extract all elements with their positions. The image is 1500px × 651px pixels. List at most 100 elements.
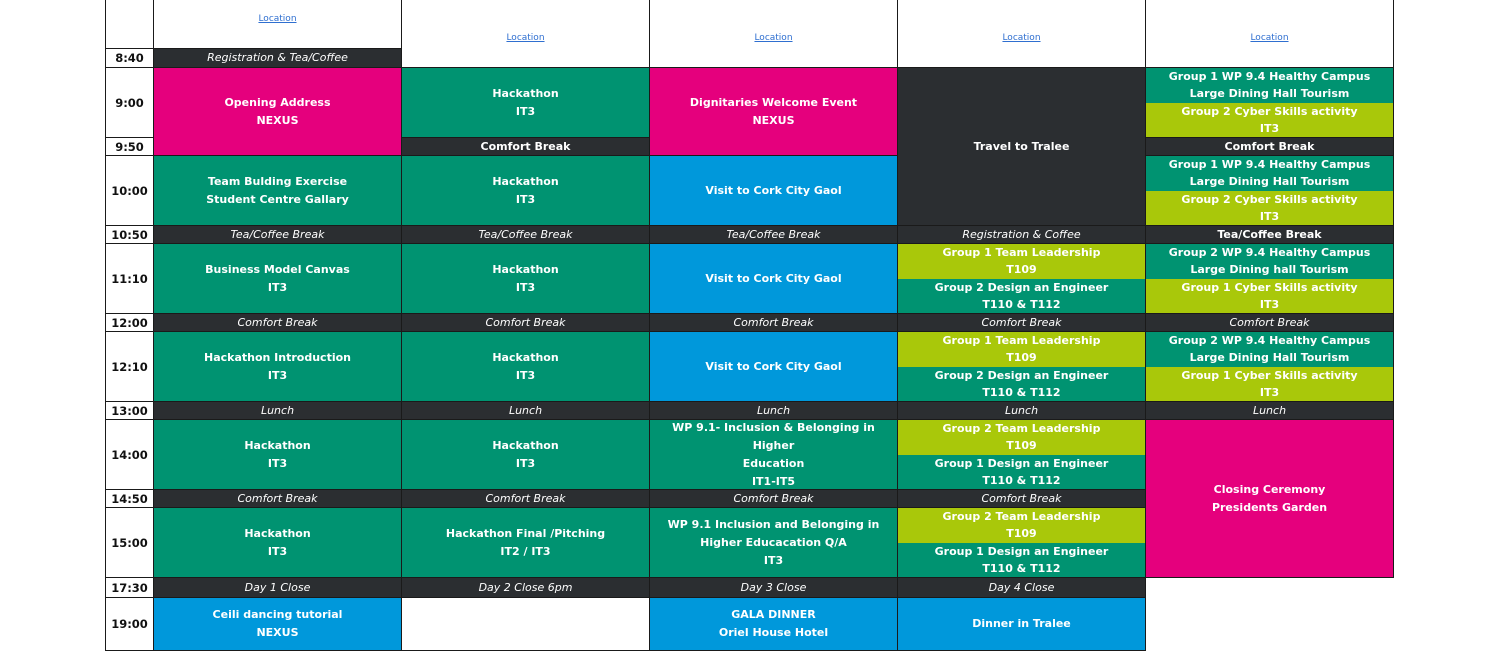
- d5-g2-cyber-line: IT3: [1259, 121, 1280, 135]
- time-slot-1110: 11:10: [105, 243, 154, 314]
- d3-gaol-3-text: Visit to Cork City Gaol: [705, 359, 842, 373]
- d5-closing-text: Closing Ceremony Presidents Garden: [1208, 481, 1331, 517]
- d1-close-session: Day 1 Close: [153, 577, 402, 598]
- d3-wp91-line: Education: [742, 456, 805, 470]
- d5-g2-wp94-b-session: Group 2 WP 9.4 Healthy Campus Large Dinin…: [1146, 332, 1393, 367]
- d3-lunch-session: Lunch: [649, 401, 898, 420]
- d3-dignitaries-line: Dignitaries Welcome Event: [689, 95, 858, 109]
- d5-g2-cyber-b-session: Group 2 Cyber Skills activity IT3: [1146, 190, 1393, 225]
- d4-g2-leadership-split-session: Group 2 Team Leadership T109 Group 1 Desig…: [897, 419, 1146, 490]
- d1-comfort-2-text: Comfort Break: [237, 491, 318, 505]
- d5-tea-break-session: Tea/Coffee Break: [1145, 225, 1394, 244]
- d2-evening-empty: [401, 597, 650, 651]
- d5-comfort-bold-session: Comfort Break: [1145, 137, 1394, 156]
- d5-g2-wp94-b-text: Group 2 WP 9.4 Healthy Campus Large Dinin…: [1165, 332, 1375, 366]
- time-label: 13:00: [111, 403, 148, 418]
- d3-gala-text: GALA DINNER Oriel House Hotel: [715, 606, 832, 642]
- d5-closing-line: Presidents Garden: [1211, 500, 1328, 514]
- d4-lunch-session: Lunch: [897, 401, 1146, 420]
- time-label: 10:00: [111, 183, 148, 198]
- d5-closing-line: Closing Ceremony: [1213, 482, 1326, 496]
- d1-hackathon-2-session: Hackathon IT3: [153, 507, 402, 578]
- time-label: 15:00: [111, 535, 148, 550]
- time-header-cell: [105, 0, 154, 49]
- d2-close-session: Day 2 Close 6pm: [401, 577, 650, 598]
- time-slot-1050: 10:50: [105, 225, 154, 244]
- d2-hackathon-1-text: Hackathon IT3: [488, 85, 562, 121]
- d4-g1-engineer-text: Group 1 Design an Engineer T110 & T112: [931, 455, 1113, 489]
- d4-close-text: Day 4 Close: [988, 580, 1055, 594]
- d1-team-building-text: Team Bulding Exercise Student Centre Gall…: [202, 173, 353, 209]
- d1-comfort-1-session: Comfort Break: [153, 313, 402, 332]
- location-link[interactable]: Location: [1250, 33, 1289, 43]
- d2-comfort-2-session: Comfort Break: [401, 489, 650, 508]
- time-slot-1000: 10:00: [105, 155, 154, 226]
- d3-wp91-line: IT1-IT5: [751, 474, 796, 488]
- d1-hackathon-1-session: Hackathon IT3: [153, 419, 402, 490]
- d1-hackathon-intro-text: Hackathon Introduction IT3: [200, 349, 355, 385]
- d4-comfort-1-text: Comfort Break: [981, 315, 1062, 329]
- d5-g1-wp94-line: Large Dining Hall Tourism: [1189, 87, 1350, 101]
- time-slot-1500: 15:00: [105, 507, 154, 578]
- d5-g1-wp94-session: Group 1 WP 9.4 Healthy Campus Large Dinin…: [1146, 68, 1393, 103]
- d4-g1-engineer-session: Group 1 Design an Engineer T110 & T112: [898, 454, 1145, 489]
- d1-lunch-text: Lunch: [260, 403, 295, 417]
- d2-hackathon-2-line: Hackathon: [492, 174, 559, 188]
- d3-wp91-text: WP 9.1- Inclusion & Belonging in Higher E…: [650, 420, 897, 489]
- location-link[interactable]: Location: [1002, 33, 1041, 43]
- d1-close-text: Day 1 Close: [244, 580, 311, 594]
- d1-ceili-line: NEXUS: [256, 626, 299, 639]
- d5-g1-cyber-session: Group 1 Cyber Skills activity IT3: [1146, 278, 1393, 313]
- d3-dignitaries-line: NEXUS: [752, 113, 795, 127]
- d1-hackathon-intro-session: Hackathon Introduction IT3: [153, 331, 402, 402]
- d1-ceili-session: Ceili dancing tutorial NEXUS: [153, 597, 402, 651]
- d4-g2-leadership-text: Group 2 Team Leadership T109: [939, 420, 1105, 454]
- d1-opening-line: Opening Address: [224, 95, 331, 109]
- location-link[interactable]: Location: [754, 33, 793, 43]
- location-link[interactable]: Location: [506, 33, 545, 43]
- d2-lunch-text: Lunch: [508, 403, 543, 417]
- d1-hackathon-2-line: Hackathon: [244, 526, 311, 540]
- d5-g2-wp94-line: Group 2 WP 9.4 Healthy Campus: [1168, 246, 1371, 260]
- time-label: 9:00: [115, 95, 144, 110]
- d4-g2-engineer-line: T110 & T112: [982, 297, 1061, 311]
- time-label: 8:40: [115, 51, 144, 65]
- d2-hackathon-3-session: Hackathon IT3: [401, 243, 650, 314]
- d5-g2-cyber-b-text: Group 2 Cyber Skills activity IT3: [1177, 191, 1361, 225]
- d1-hackathon-2-line: IT3: [267, 544, 288, 558]
- d4-g2-leadership-b-session: Group 2 Team Leadership T109: [898, 508, 1145, 543]
- d5-comfort-bold-text: Comfort Break: [1224, 139, 1315, 153]
- d4-g1-leadership-text: Group 1 Team Leadership T109: [939, 244, 1105, 278]
- time-label: 9:50: [115, 139, 144, 154]
- d2-final-session: Hackathon Final /Pitching IT2 / IT3: [401, 507, 650, 578]
- d4-g1-leadership-b-text: Group 1 Team Leadership T109: [939, 332, 1105, 366]
- d2-hackathon-1-line: IT3: [515, 104, 536, 118]
- d1-comfort-1-text: Comfort Break: [237, 315, 318, 329]
- d4-g2-engineer-line: Group 2 Design an Engineer: [934, 280, 1109, 294]
- day-3-header: Location: [649, 0, 898, 68]
- d5-g2-cyber-b-line: Group 2 Cyber Skills activity: [1181, 192, 1358, 206]
- d2-close-text: Day 2 Close 6pm: [478, 580, 573, 594]
- d5-g1-wp94-b-split-session: Group 1 WP 9.4 Healthy Campus Large Dinin…: [1145, 155, 1394, 226]
- d2-hackathon-2-session: Hackathon IT3: [401, 155, 650, 226]
- d2-hackathon-5-line: IT3: [515, 456, 536, 470]
- d5-closing-session: Closing Ceremony Presidents Garden: [1145, 419, 1394, 578]
- d3-comfort-2-text: Comfort Break: [733, 491, 814, 505]
- d3-dignitaries-session: Dignitaries Welcome Event NEXUS: [649, 67, 898, 156]
- d3-tea-break-session: Tea/Coffee Break: [649, 225, 898, 244]
- d2-hackathon-3-line: IT3: [515, 280, 536, 294]
- d3-wp91-qa-line: IT3: [763, 553, 784, 567]
- d1-hackathon-1-line: IT3: [267, 456, 288, 470]
- time-slot-950: 9:50: [105, 137, 154, 156]
- d4-g2-leadership-line: Group 2 Team Leadership: [942, 422, 1101, 436]
- d5-g2-wp94-split-session: Group 2 WP 9.4 Healthy Campus Large Dinin…: [1145, 243, 1394, 314]
- d5-g2-wp94-text: Group 2 WP 9.4 Healthy Campus Large Dinin…: [1165, 244, 1375, 278]
- d1-tea-break-text: Tea/Coffee Break: [230, 227, 325, 241]
- d5-tea-break-text: Tea/Coffee Break: [1217, 227, 1322, 241]
- d1-business-model-session: Business Model Canvas IT3: [153, 243, 402, 314]
- d2-hackathon-4-line: IT3: [515, 368, 536, 382]
- d5-g2-cyber-line: Group 2 Cyber Skills activity: [1181, 104, 1358, 118]
- location-link[interactable]: Location: [258, 14, 297, 24]
- d1-hackathon-1-line: Hackathon: [244, 438, 311, 452]
- d2-hackathon-5-text: Hackathon IT3: [488, 437, 562, 473]
